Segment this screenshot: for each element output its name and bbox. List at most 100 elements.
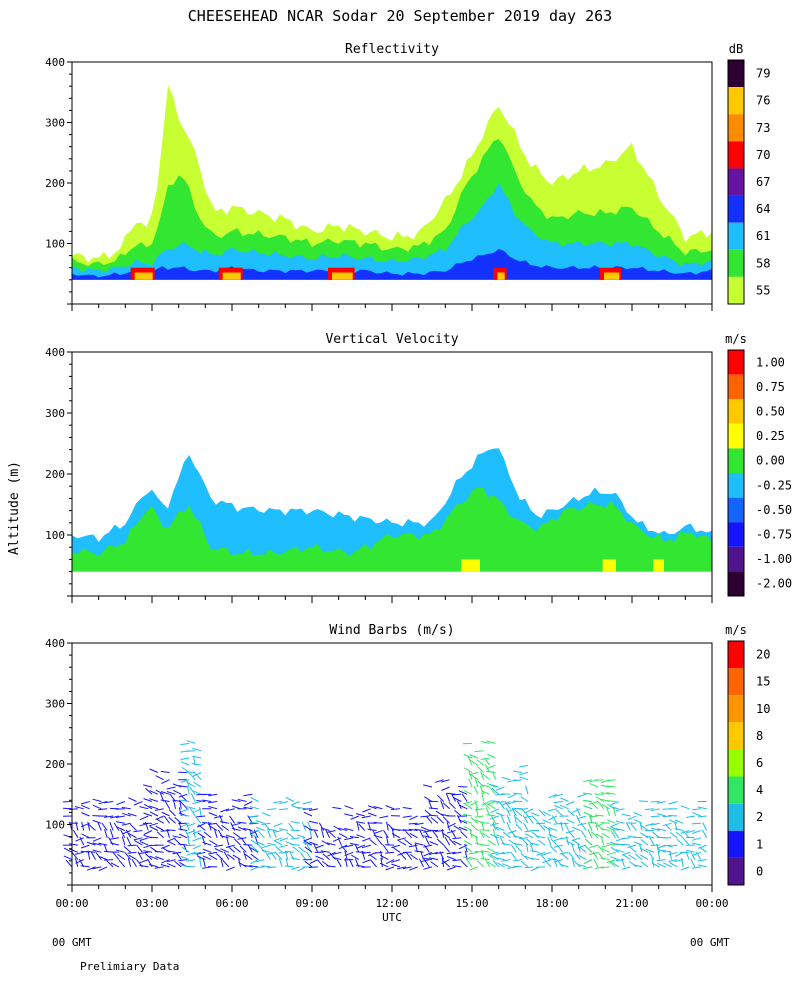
wind-barb [524,866,534,869]
colorbar-cell [728,423,744,449]
wind-barb [513,835,523,839]
plot-frame [71,642,713,886]
wind-barb [62,807,73,810]
wind-barb [391,833,401,839]
wind-barb [383,829,389,839]
wind-barb [476,759,485,766]
wind-barb [97,822,102,831]
wind-barb [559,822,569,825]
wind-barb [615,808,625,812]
wind-barb [156,831,165,839]
wind-barb [507,830,517,834]
colorbar-cell [728,695,744,723]
wind-barb [440,800,445,809]
wind-barb [338,833,348,839]
y-tick-label: 200 [45,468,65,481]
wind-barb [461,793,468,802]
wind-barb [480,741,490,744]
wind-barb [469,772,479,776]
wind-barb [344,827,354,831]
wind-barb [291,804,300,810]
wind-barb [430,817,439,824]
wind-barb [649,836,655,846]
wind-barb [186,865,196,868]
wind-barb [453,840,462,846]
wind-barb [460,860,468,868]
wind-barb [186,785,190,795]
wind-barb [155,775,164,781]
wind-barb [385,805,395,810]
wind-barb [391,863,401,868]
wind-barb [104,801,114,804]
wind-barb [589,851,599,856]
wind-barb [490,815,499,820]
wind-barb [309,841,319,846]
wind-barb [192,801,202,805]
wind-barb [104,815,114,818]
wind-barb [79,836,85,846]
wind-barb [628,854,637,861]
wind-barb [131,858,137,868]
wind-barb [525,833,534,839]
wind-barb [161,779,170,784]
wind-barb [405,852,413,860]
wind-barb [290,837,300,840]
wind-barb [428,851,439,855]
wind-barb [524,815,534,818]
wind-barb [129,823,137,831]
wind-barb [143,850,153,853]
wind-barb [576,807,581,817]
wind-barb [414,850,424,853]
wind-barb [600,836,605,846]
wind-barb [568,852,575,860]
x-tick-label: 09:00 [295,897,328,910]
wind-barb [566,840,575,846]
colorbar-frame [727,349,745,597]
colorbar-label: 0.00 [756,454,785,468]
wind-barb [139,859,149,864]
wind-barb [109,837,119,840]
wind-barb [308,808,319,812]
wind-barb [530,842,540,846]
wind-barb [650,815,660,818]
wind-barb [571,837,581,842]
wind-barb [172,783,182,788]
wind-barb [267,842,277,846]
wind-barb [390,808,401,810]
wind-barb [600,822,610,824]
colorbar-label: 4 [756,783,763,797]
wind-barb [123,846,132,853]
wind-barb [161,859,170,864]
wind-barb [548,827,557,831]
wind-barb [611,861,620,868]
wind-barb [196,800,206,802]
wind-barb [664,823,672,831]
wind-barb [547,808,557,812]
wind-barb [489,800,499,802]
wind-barb [186,806,196,810]
wind-barb [695,851,702,860]
wind-barb [303,840,313,846]
wind-barb [610,829,616,839]
wind-barb [480,829,490,831]
wind-barb [350,854,360,861]
wind-barb [258,844,265,853]
wind-barb [496,826,505,831]
wind-barb [470,759,479,766]
wind-barb [155,818,164,824]
colorbar-label: 20 [756,648,770,662]
colorbar-label: 0.75 [756,380,785,394]
wind-barb [686,849,696,853]
wind-barb [477,780,485,788]
figure-title: CHEESEHEAD NCAR Sodar 20 September 2019 … [188,7,612,25]
wind-barb [463,813,473,817]
wind-barb [668,815,678,817]
wind-barb [639,821,643,831]
wind-barb [290,843,300,846]
wind-barb [644,835,654,839]
wind-barb [627,815,637,820]
wind-barb [460,831,468,839]
wind-barb [628,846,637,853]
wind-barb [495,793,505,796]
wind-barb [573,860,581,868]
